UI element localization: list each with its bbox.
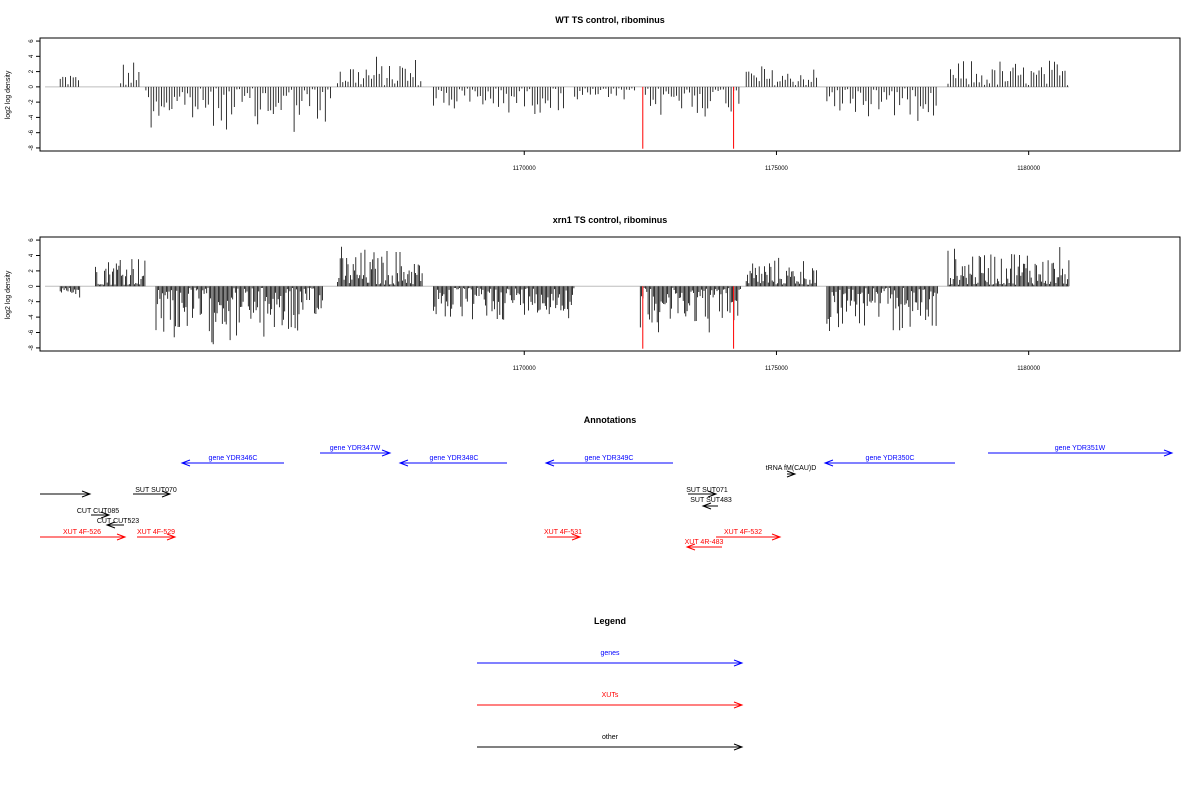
x-tick-label: 1170000 — [513, 166, 537, 172]
x-tick-label: 1180000 — [1017, 166, 1041, 172]
y-tick-label: 4 — [29, 54, 35, 58]
x-tick-label: 1180000 — [1017, 366, 1041, 372]
arrow-head-icon — [571, 533, 582, 541]
legend-group: genes XUTs other — [477, 650, 744, 751]
annotation-label: CUT CUT523 — [97, 518, 139, 525]
arrow-head-icon — [166, 533, 177, 541]
arrow-head-icon — [733, 659, 744, 667]
legend-title: Legend — [594, 616, 626, 626]
arrow-head-icon — [685, 543, 696, 551]
annotation-label: CUT CUT085 — [77, 508, 119, 515]
annotation-label: SUT SUT070 — [135, 487, 177, 494]
arrow-head-icon — [116, 533, 127, 541]
annotation-label: XUT 4R-483 — [685, 539, 724, 546]
arrow-head-icon — [381, 449, 392, 457]
arrow-head-icon — [733, 701, 744, 709]
arrow-head-icon — [823, 459, 834, 467]
annotation-label: gene YDR351W — [1055, 445, 1106, 452]
y-tick-label: -2 — [29, 99, 35, 105]
arrow-head-icon — [707, 490, 718, 498]
arrow-head-icon — [1163, 449, 1174, 457]
y-tick-label: -6 — [29, 129, 35, 135]
y-tick-label: 6 — [29, 238, 35, 242]
wt-track-title: WT TS control, ribominus — [555, 15, 665, 25]
annotations-title: Annotations — [584, 415, 637, 425]
wt-bars-group: 6 4 2 0 -2 -4 -6 -8 1170000 1175000 1180000 — [29, 39, 1070, 172]
annotation-label: SUT SUT483 — [690, 497, 732, 504]
annotation-label: gene YDR348C — [430, 455, 479, 462]
arrow-head-icon — [733, 743, 744, 751]
wt-y-axis-label: log2 log density — [5, 70, 12, 119]
y-tick-label: -8 — [29, 145, 35, 151]
arrow-head-icon — [701, 502, 712, 510]
annotation-label: gene YDR346C — [209, 455, 258, 462]
annotation-label: XUT 4F-529 — [137, 529, 175, 536]
xrn1-y-axis-label: log2 log density — [5, 270, 12, 319]
y-tick-label: 6 — [29, 39, 35, 43]
x-tick-label: 1170000 — [513, 366, 537, 372]
annotations-group: gene YDR346C gene YDR347W gene YDR348C gene… — [40, 445, 1174, 551]
annotation-label: XUT 4F-531 — [544, 529, 582, 536]
legend-label: other — [602, 734, 619, 741]
y-tick-label: -4 — [29, 114, 35, 120]
arrow-head-icon — [105, 521, 116, 529]
wt-plot-frame — [39, 37, 1181, 152]
arrow-head-icon — [786, 470, 797, 478]
y-tick-label: 2 — [29, 269, 35, 273]
y-tick-label: -8 — [29, 345, 35, 351]
x-tick-label: 1175000 — [765, 366, 789, 372]
annotation-label: gene YDR350C — [866, 455, 915, 462]
annotation-label: XUT 4F-526 — [63, 529, 101, 536]
legend-label: genes — [600, 650, 620, 657]
xrn1-track-panel: xrn1 TS control, ribominus log2 log dens… — [5, 215, 1181, 372]
y-tick-label: -6 — [29, 329, 35, 335]
arrow-head-icon — [544, 459, 555, 467]
arrow-head-icon — [771, 533, 782, 541]
legend-panel: Legend genes XUTs other — [477, 616, 744, 751]
xrn1-plot-frame — [39, 236, 1181, 352]
arrow-head-icon — [100, 511, 111, 519]
y-tick-label: -2 — [29, 298, 35, 304]
arrow-head-icon — [81, 490, 92, 498]
y-tick-label: -4 — [29, 314, 35, 320]
xrn1-track-title: xrn1 TS control, ribominus — [553, 215, 668, 225]
xrn1-bars-group: 6 4 2 0 -2 -4 -6 -8 1170000 1175000 1180000 — [29, 238, 1070, 372]
legend-label: XUTs — [602, 692, 619, 699]
arrow-head-icon — [161, 490, 172, 498]
arrow-head-icon — [398, 459, 409, 467]
annotation-label: SUT SUT071 — [686, 487, 728, 494]
y-tick-label: 2 — [29, 69, 35, 73]
annotation-label: gene YDR349C — [585, 455, 634, 462]
x-tick-label: 1175000 — [765, 166, 789, 172]
y-tick-label: 0 — [29, 85, 35, 89]
annotation-label: XUT 4F-532 — [724, 529, 762, 536]
arrow-head-icon — [180, 459, 191, 467]
y-tick-label: 4 — [29, 253, 35, 257]
y-tick-label: 0 — [29, 284, 35, 288]
annotation-label: tRNA fM(CAU)D — [766, 465, 817, 472]
wt-track-panel: WT TS control, ribominus log2 log densit… — [5, 15, 1181, 172]
annotation-label: gene YDR347W — [330, 445, 381, 452]
